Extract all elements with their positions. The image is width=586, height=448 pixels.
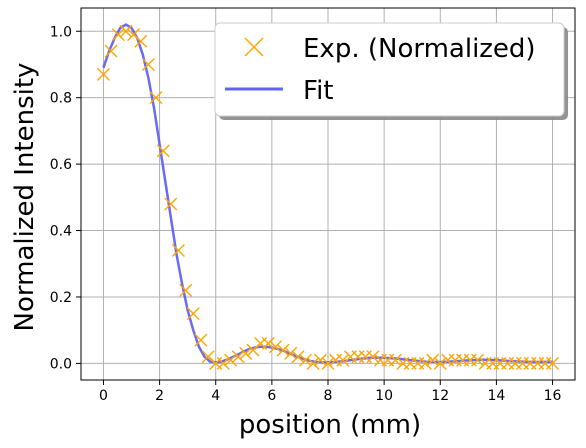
legend-label-exp: Exp. (Normalized) (303, 34, 536, 64)
data-point (164, 197, 178, 211)
x-tick-label: 2 (155, 388, 164, 404)
data-point (388, 353, 402, 367)
data-point (224, 353, 238, 367)
data-point (171, 243, 185, 257)
data-point (284, 346, 298, 360)
data-point (336, 353, 350, 367)
x-tick-label: 8 (324, 388, 333, 404)
experiment-series (96, 24, 560, 370)
data-point (291, 350, 305, 364)
x-tick-label: 14 (487, 388, 505, 404)
data-point (104, 44, 118, 58)
data-point (366, 350, 380, 364)
data-point (276, 343, 290, 357)
data-point (186, 307, 200, 321)
data-point (134, 34, 148, 48)
data-point (546, 356, 560, 370)
legend-marker-exp (244, 37, 264, 57)
y-axis-title: Normalized Intensity (10, 63, 40, 332)
data-point (306, 356, 320, 370)
x-tick-label: 6 (267, 388, 276, 404)
y-tick-label: 0.2 (50, 290, 72, 306)
data-point (299, 353, 313, 367)
legend: Exp. (Normalized) Fit (214, 22, 568, 120)
data-point (269, 340, 283, 354)
data-point (194, 333, 208, 347)
data-point (351, 350, 365, 364)
data-point (111, 28, 125, 42)
data-point (418, 356, 432, 370)
data-point (433, 356, 447, 370)
x-tick-label: 0 (99, 388, 108, 404)
data-point (119, 24, 133, 38)
fit-line (102, 23, 553, 364)
legend-box (214, 22, 565, 117)
x-tick-label: 10 (375, 388, 393, 404)
data-point (426, 353, 440, 367)
y-tick-label: 1.0 (50, 24, 72, 40)
x-axis-title: position (mm) (239, 410, 421, 440)
y-tick-label: 0.6 (50, 157, 72, 173)
data-point (96, 67, 110, 81)
x-tick-label: 16 (544, 388, 562, 404)
y-tick-label: 0.8 (50, 91, 72, 107)
x-tick-label: 4 (211, 388, 220, 404)
y-tick-label: 0.0 (50, 356, 72, 372)
data-point (321, 356, 335, 370)
data-point (179, 283, 193, 297)
fit-series (102, 23, 553, 364)
data-point (239, 346, 253, 360)
data-point (156, 144, 170, 158)
data-point (149, 91, 163, 105)
y-tick-label: 0.4 (50, 224, 72, 240)
data-point (471, 353, 485, 367)
data-point (216, 356, 230, 370)
legend-label-fit: Fit (303, 76, 333, 106)
data-point (231, 350, 245, 364)
data-point (261, 336, 275, 350)
axis-ticks: 0 2 4 6 8 10 12 14 16 0.0 0.2 0.4 0.6 0.8 1.0 (50, 24, 562, 404)
x-tick-label: 12 (431, 388, 449, 404)
data-point (313, 353, 327, 367)
data-point (141, 57, 155, 71)
